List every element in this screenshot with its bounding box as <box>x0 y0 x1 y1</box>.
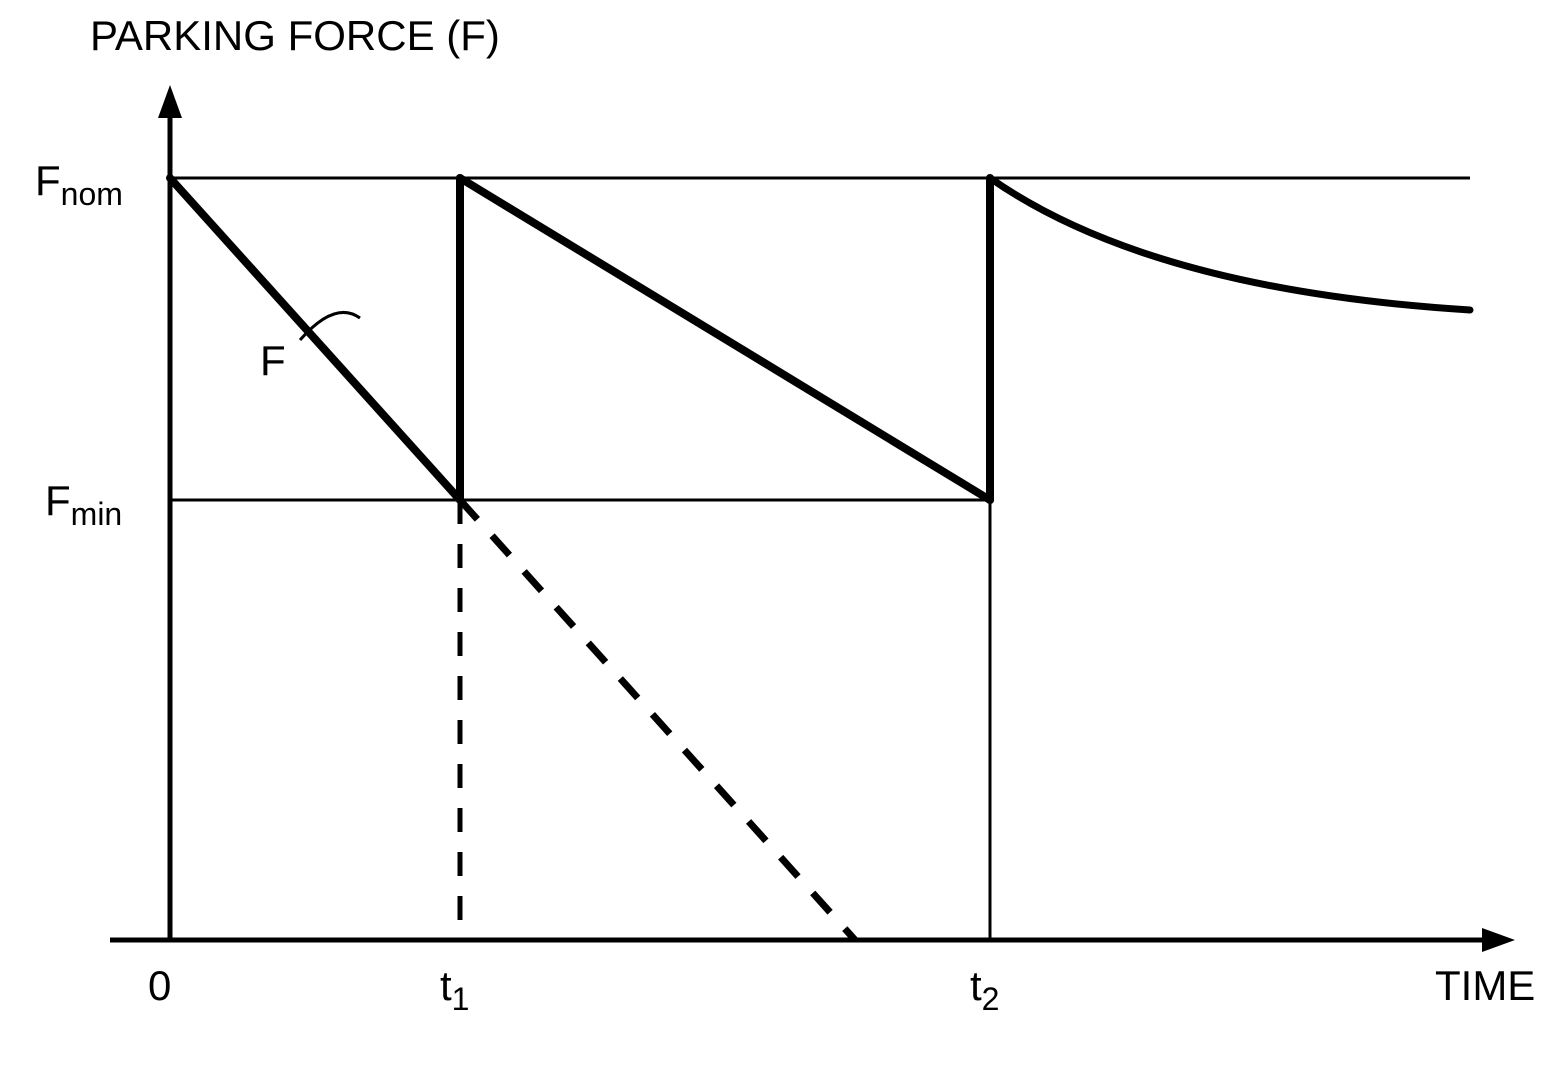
ytick-fmin: Fmin <box>45 477 122 532</box>
xtick-t1: t1 <box>440 962 469 1017</box>
dashed-extension-line <box>460 500 855 940</box>
y-axis-title: PARKING FORCE (F) <box>90 12 500 59</box>
f-annotation-label: F <box>260 337 286 384</box>
x-axis-title: TIME <box>1435 962 1535 1009</box>
series-f-seg5 <box>990 178 1470 310</box>
parking-force-chart: PARKING FORCE (F) TIME Fnom Fmin 0 t1 t2… <box>0 0 1561 1090</box>
origin-label: 0 <box>148 962 171 1009</box>
x-axis-arrow <box>1482 928 1515 952</box>
ytick-fnom: Fnom <box>35 157 123 212</box>
chart-container: PARKING FORCE (F) TIME Fnom Fmin 0 t1 t2… <box>0 0 1561 1090</box>
series-f-seg1 <box>170 178 460 500</box>
y-axis-arrow <box>158 85 182 118</box>
xtick-t2: t2 <box>970 962 999 1017</box>
series-f-seg3 <box>460 178 990 500</box>
